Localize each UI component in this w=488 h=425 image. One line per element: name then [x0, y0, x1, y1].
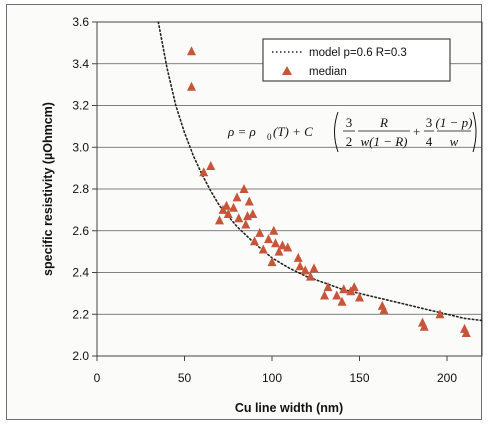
x-tick-label: 200	[437, 371, 457, 385]
x-tick-label: 100	[262, 371, 282, 385]
median-point	[355, 292, 364, 302]
model-curve	[157, 21, 483, 322]
legend: model p=0.6 R=0.3 median	[262, 38, 451, 82]
eq-frac4-den: w	[450, 134, 459, 149]
y-tick-label: 2.8	[72, 182, 89, 196]
eq-frac4-num: (1 − p)	[436, 115, 473, 130]
eq-frac3-num: 3	[426, 115, 433, 130]
median-point	[339, 284, 349, 294]
median-point	[232, 192, 242, 202]
median-point	[349, 282, 359, 292]
median-point	[255, 227, 265, 237]
eq-frac1-den: 2	[346, 134, 353, 149]
y-tick-label: 2.6	[72, 224, 89, 238]
median-point	[320, 290, 329, 300]
median-point	[244, 196, 254, 206]
eq-sub: 0	[267, 132, 272, 142]
eq-lhs: ρ = ρ	[227, 124, 256, 139]
y-tick-label: 3.6	[72, 15, 89, 29]
eq-frac3-den: 4	[426, 134, 433, 149]
median-point	[435, 309, 445, 319]
x-tick-label: 50	[178, 371, 192, 385]
y-tick-label: 3.4	[72, 57, 89, 71]
median-point	[258, 244, 268, 254]
median-point	[269, 225, 279, 235]
median-point	[323, 282, 333, 292]
eq-mid: (T) + C	[273, 124, 313, 139]
median-point	[274, 246, 284, 256]
y-tick-label: 3.2	[72, 99, 89, 113]
median-point	[300, 265, 310, 275]
median-point	[223, 209, 233, 219]
median-point	[283, 242, 293, 252]
x-tick-label: 150	[349, 371, 369, 385]
median-point	[419, 321, 429, 331]
eq-frac1-num: 3	[346, 115, 353, 130]
model-series	[157, 21, 483, 322]
median-point	[239, 184, 249, 193]
legend-model-label: model p=0.6 R=0.3	[309, 47, 407, 59]
median-point	[241, 219, 251, 229]
median-point	[215, 215, 224, 225]
median-point	[306, 271, 315, 281]
median-point	[337, 296, 347, 306]
median-point	[293, 252, 303, 262]
y-axis-title: specific resistivity (µOhmcm)	[41, 102, 55, 276]
eq-paren-right	[472, 111, 477, 153]
median-point	[234, 213, 244, 223]
median-point	[222, 200, 231, 210]
median-point	[187, 81, 196, 91]
median-point	[206, 161, 216, 171]
y-tick-label: 2.2	[72, 307, 89, 321]
x-axis-title: Cu line width (nm)	[235, 401, 343, 415]
median-point	[309, 263, 319, 273]
median-point	[332, 290, 342, 300]
median-series	[187, 46, 471, 338]
y-tick-label: 3.0	[72, 140, 89, 154]
legend-box	[262, 38, 451, 82]
median-point	[278, 240, 287, 250]
median-point	[461, 328, 471, 338]
median-point	[248, 209, 258, 219]
eq-frac2-num: R	[379, 115, 388, 130]
eq-frac2-den: w(1 − R)	[360, 134, 407, 149]
median-point	[187, 46, 196, 56]
median-point	[229, 202, 238, 212]
median-point	[199, 167, 209, 177]
model-equation: ρ = ρ 0 (T) + C 3 2 R w(1 − R) + 3 4 (1 …	[227, 111, 477, 153]
y-tick-labels: 2.0 2.2 2.4 2.6 2.8 3.0 3.2 3.4 3.6	[72, 15, 97, 363]
eq-plus: +	[413, 124, 420, 139]
median-point	[250, 236, 259, 246]
median-point	[267, 257, 277, 267]
median-point	[271, 238, 280, 248]
legend-median-label: median	[309, 66, 347, 78]
median-point	[379, 305, 389, 315]
eq-paren-left	[334, 111, 339, 153]
x-tick-label: 0	[94, 371, 101, 385]
y-tick-label: 2.0	[72, 349, 89, 363]
x-tick-labels: 0 50 100 150 200	[94, 356, 457, 385]
median-point	[264, 234, 273, 244]
legend-median-swatch	[282, 66, 292, 75]
y-tick-label: 2.4	[72, 266, 89, 280]
median-point	[295, 261, 305, 271]
